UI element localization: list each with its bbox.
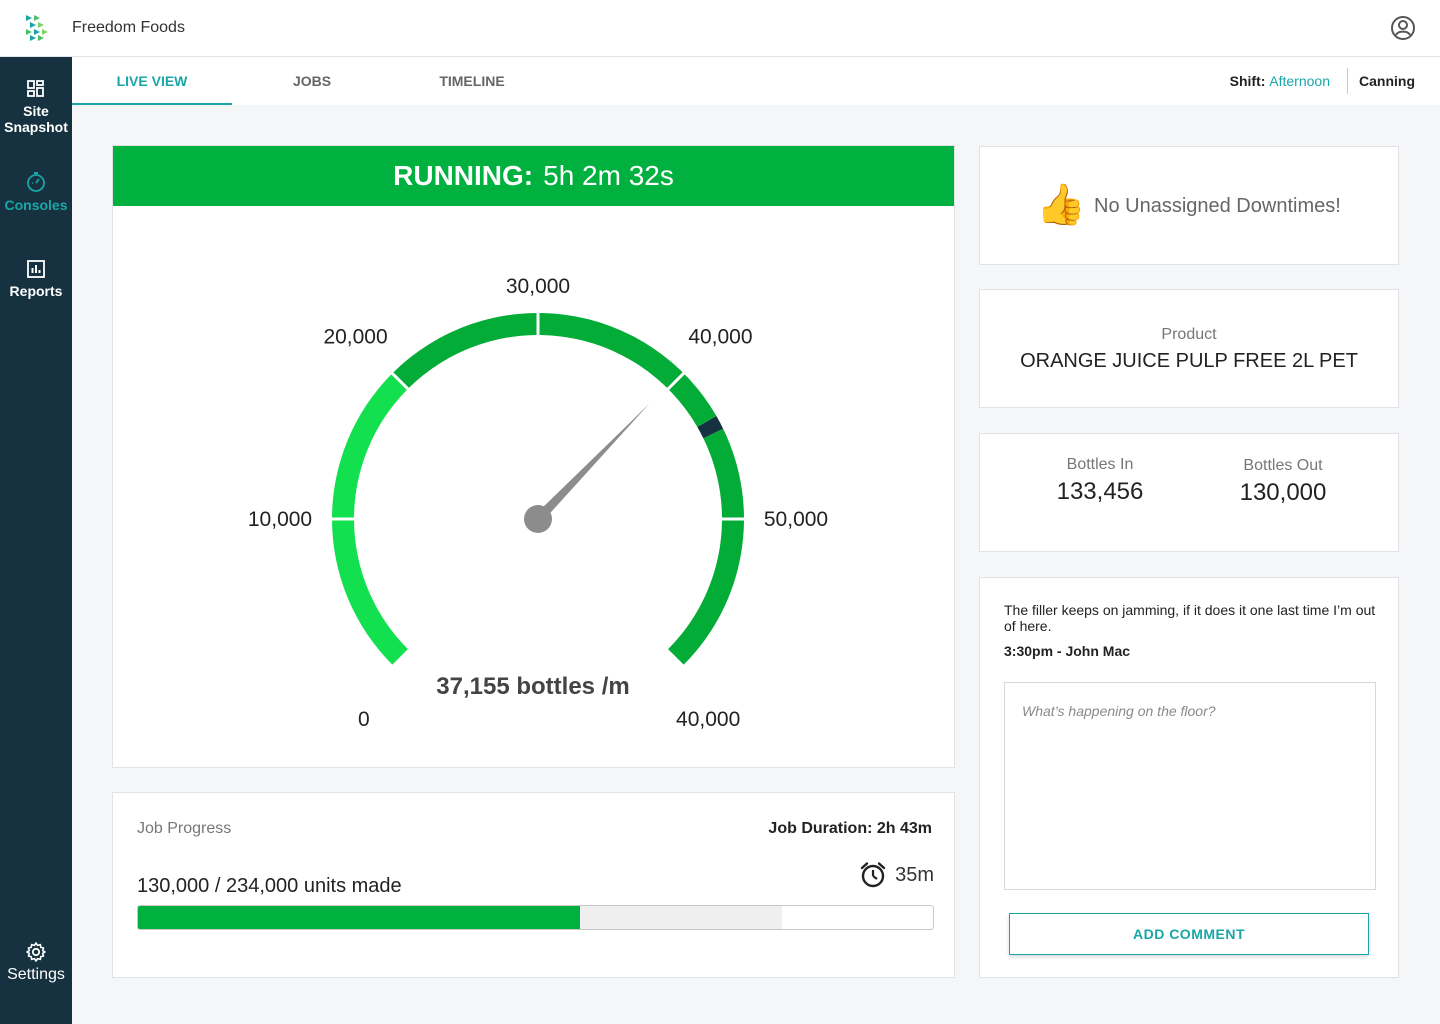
line-selector[interactable]: Canning bbox=[1359, 73, 1415, 89]
tab-timeline[interactable]: TIMELINE bbox=[439, 73, 505, 89]
downtime-card: 👍 No Unassigned Downtimes! bbox=[979, 146, 1399, 265]
downtime-message: No Unassigned Downtimes! bbox=[1094, 195, 1341, 217]
bottles-out-label: Bottles Out bbox=[1243, 457, 1323, 474]
gauge-tick-label: 20,000 bbox=[323, 326, 387, 349]
gauge-tick-label: 30,000 bbox=[506, 275, 570, 298]
job-progress-label: Job Progress bbox=[137, 820, 232, 837]
speed-gauge: 0 10,000 20,000 30,000 40,000 50,000 40,000 37… bbox=[248, 275, 828, 731]
shift-label: Shift: bbox=[1229, 73, 1266, 89]
job-progress-bar bbox=[137, 905, 934, 930]
gauge-band-high bbox=[668, 428, 744, 665]
gauge-tick bbox=[665, 370, 687, 392]
comment-input[interactable] bbox=[1004, 682, 1376, 890]
sidebar-item-reports[interactable]: Reports bbox=[0, 259, 72, 299]
brand-logo[interactable] bbox=[24, 14, 50, 42]
brand-name: Freedom Foods bbox=[72, 19, 185, 36]
time-remaining: 35m bbox=[859, 861, 934, 889]
bottles-in: Bottles In 133,456 bbox=[1000, 456, 1200, 506]
progress-fill bbox=[138, 906, 580, 929]
bottles-out-value: 130,000 bbox=[1239, 479, 1327, 506]
gauge-band-mid bbox=[392, 313, 717, 427]
job-progress-card: Job Progress Job Duration: 2h 43m 130,00… bbox=[112, 792, 955, 978]
gauge-tick-label: 0 bbox=[358, 708, 370, 731]
tab-bar: LIVE VIEW JOBS TIMELINE Shift: Afternoon… bbox=[72, 57, 1440, 105]
top-bar: Freedom Foods bbox=[0, 0, 1440, 57]
divider bbox=[1347, 68, 1348, 94]
sidebar-settings-label: Settings bbox=[7, 966, 65, 983]
sidebar-item-label: Site Snapshot bbox=[4, 103, 68, 135]
shift-selector[interactable]: Shift: Afternoon bbox=[1230, 73, 1330, 89]
latest-comment-meta: 3:30pm - John Mac bbox=[1004, 643, 1131, 659]
bottles-in-value: 133,456 bbox=[1056, 478, 1144, 505]
alarm-clock-icon bbox=[860, 862, 886, 888]
gear-icon bbox=[26, 942, 46, 962]
gauge-needle-hub bbox=[524, 505, 552, 533]
product-card: Product ORANGE JUICE PULP FREE 2L PET bbox=[979, 289, 1399, 408]
gauge-tick-label: 40,000 bbox=[688, 326, 752, 349]
running-status-bar: RUNNING: 5h 2m 32s bbox=[113, 146, 954, 206]
time-remaining-value: 35m bbox=[895, 863, 934, 886]
status-state: RUNNING: bbox=[393, 160, 534, 191]
tab-jobs[interactable]: JOBS bbox=[292, 73, 332, 89]
gauge-tick-label: 50,000 bbox=[764, 508, 828, 531]
gauge-tick-label: 10,000 bbox=[248, 508, 312, 531]
gauge-tick-label: 40,000 bbox=[676, 708, 740, 731]
gauge-speed-label: 37,155 bottles /m bbox=[436, 673, 629, 700]
bottles-in-label: Bottles In bbox=[1066, 456, 1134, 473]
sidebar-item-label: Reports bbox=[9, 283, 63, 299]
thumbs-up-icon: 👍 bbox=[1036, 183, 1086, 227]
product-label: Product bbox=[1161, 326, 1217, 343]
units-made: 130,000 / 234,000 units made bbox=[137, 875, 402, 897]
product-name: ORANGE JUICE PULP FREE 2L PET bbox=[1020, 350, 1358, 372]
gauge-target-marker bbox=[697, 416, 724, 439]
dashboard-grid-icon bbox=[27, 80, 44, 97]
comments-card: The filler keeps on jamming, if it does … bbox=[979, 577, 1399, 978]
add-comment-button[interactable]: ADD COMMENT bbox=[1009, 913, 1369, 955]
bottles-out: Bottles Out 130,000 bbox=[1183, 457, 1383, 507]
sidebar-item-settings[interactable]: Settings bbox=[0, 941, 72, 983]
bar-chart-icon bbox=[27, 260, 45, 278]
sidebar-item-label: Consoles bbox=[4, 197, 68, 213]
sidebar: Site Snapshot Consoles Reports Settings bbox=[0, 57, 72, 1024]
job-duration: Job Duration: 2h 43m bbox=[768, 820, 932, 837]
bottles-card: Bottles In 133,456 Bottles Out 130,000 bbox=[979, 433, 1399, 552]
speed-gauge-card: RUNNING: 5h 2m 32s 0 10,000 20,000 30,000 40,… bbox=[112, 145, 955, 768]
sidebar-item-consoles[interactable]: Consoles bbox=[0, 171, 72, 213]
tab-live-view[interactable]: LIVE VIEW bbox=[72, 57, 232, 105]
gauge-dial-icon bbox=[27, 172, 45, 192]
sidebar-item-site-snapshot[interactable]: Site Snapshot bbox=[0, 79, 72, 135]
gauge-needle bbox=[534, 403, 650, 523]
user-account-icon[interactable] bbox=[1390, 15, 1416, 41]
status-duration: 5h 2m 32s bbox=[543, 160, 674, 191]
latest-comment-text: The filler keeps on jamming, if it does … bbox=[1004, 602, 1376, 634]
gauge-band-low bbox=[332, 373, 408, 665]
shift-value: Afternoon bbox=[1269, 73, 1330, 89]
gauge-tick bbox=[389, 370, 411, 392]
